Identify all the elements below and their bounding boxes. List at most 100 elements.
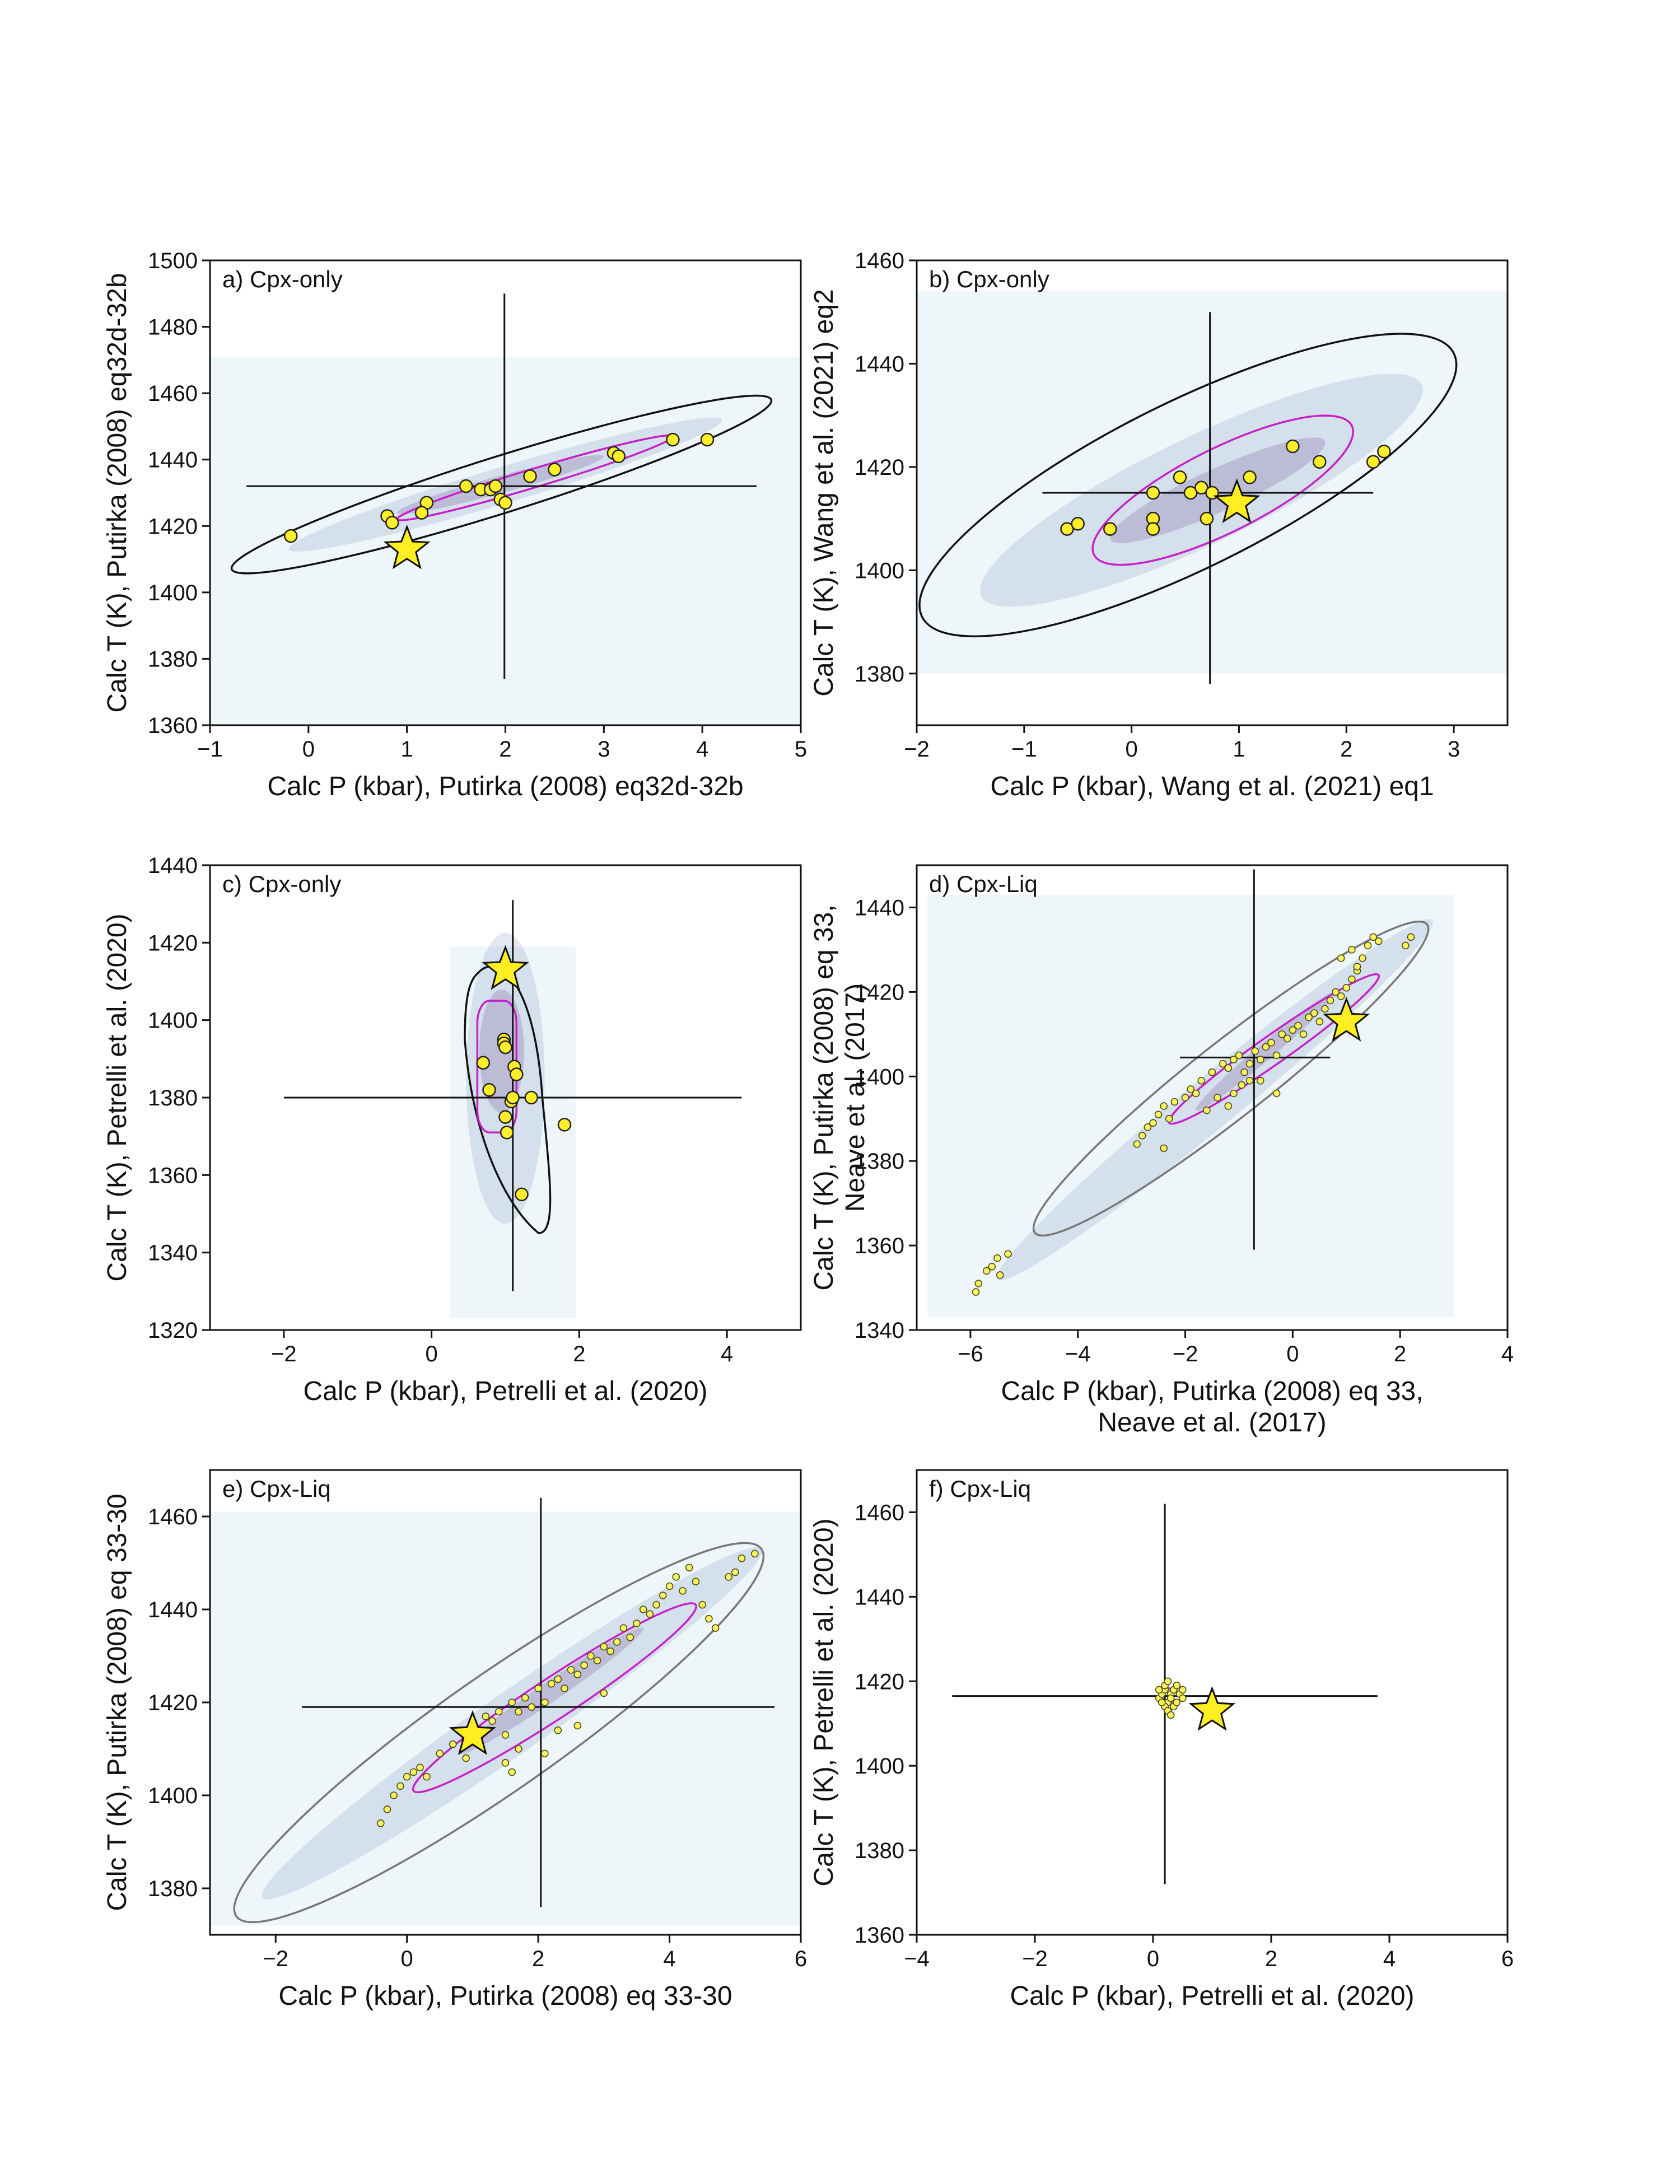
panel-label: d) Cpx-Liq	[929, 871, 1038, 897]
x-axis-label: Calc P (kbar), Wang et al. (2021) eq1	[990, 772, 1434, 801]
y-tick-label: 1440	[148, 1598, 198, 1622]
x-axis-label: Calc P (kbar), Putirka (2008) eq 33,	[1001, 1376, 1423, 1406]
x-tick-label: 2	[573, 1342, 585, 1366]
data-point	[1284, 1034, 1291, 1043]
data-point	[390, 1791, 398, 1799]
data-point	[652, 1600, 660, 1609]
density-core	[1196, 991, 1336, 1111]
plot-area-c	[283, 900, 742, 1319]
data-point	[731, 1568, 739, 1576]
data-point	[1257, 1056, 1264, 1063]
data-point	[1224, 1064, 1233, 1072]
reference-star	[1188, 1686, 1236, 1731]
plot-frame	[916, 864, 1509, 1331]
panel-label: f) Cpx-Liq	[929, 1476, 1031, 1502]
data-point	[666, 432, 680, 447]
data-point	[1348, 946, 1356, 954]
data-point	[1235, 1051, 1243, 1060]
y-tick-label: 1420	[855, 980, 904, 1005]
panel-label: c) Cpx-only	[222, 871, 341, 897]
data-point	[1267, 1039, 1275, 1047]
data-point	[515, 1187, 529, 1202]
data-point	[619, 1624, 628, 1632]
data-point	[1164, 1677, 1172, 1686]
x-tick-label: 0	[426, 1342, 438, 1366]
data-point	[1165, 1114, 1173, 1123]
data-point	[462, 1754, 470, 1762]
data-point	[974, 1280, 983, 1287]
data-point	[1305, 1013, 1313, 1021]
data-point	[982, 1267, 991, 1275]
y-tick-label: 1360	[855, 1923, 904, 1948]
x-tick-label: 0	[1126, 737, 1138, 762]
data-point	[1230, 1056, 1238, 1063]
y-tick-label: 1460	[148, 1505, 198, 1529]
data-point	[1230, 1089, 1238, 1098]
data-point	[534, 1684, 542, 1692]
data-point	[1187, 1085, 1194, 1093]
data-point	[1071, 517, 1085, 531]
y-tick-label: 1400	[148, 1784, 198, 1808]
plot-frame	[916, 259, 1509, 726]
panel-e: −2 0 2 4 6 1380 1400 1420 1440 1460 e) Cpx-Liq Calc…	[102, 1469, 807, 2011]
data-point	[1219, 1060, 1227, 1068]
data-point	[1060, 522, 1074, 536]
data-point	[524, 1090, 538, 1105]
x-tick-label: 0	[1286, 1342, 1299, 1366]
data-point	[1158, 1698, 1166, 1706]
y-tick-label: 1320	[148, 1318, 198, 1343]
data-point	[988, 1263, 996, 1271]
data-point	[385, 516, 399, 530]
data-point	[672, 1573, 680, 1581]
data-point	[540, 1749, 549, 1758]
data-point	[1238, 1081, 1246, 1089]
data-point	[1315, 1018, 1324, 1025]
x-tick-label: 2	[1265, 1947, 1277, 1971]
y-tick-label: 1400	[148, 1009, 198, 1033]
y-tick-label: 1420	[855, 455, 904, 480]
data-point	[613, 1638, 621, 1646]
data-point	[1208, 1068, 1216, 1076]
data-point	[593, 1656, 601, 1665]
data-point	[633, 1620, 641, 1627]
data-point	[488, 479, 503, 493]
data-point	[692, 1578, 700, 1585]
data-point	[1173, 1682, 1180, 1690]
data-point	[1321, 1005, 1329, 1013]
data-point	[606, 1647, 614, 1655]
data-point	[528, 1703, 536, 1711]
data-point	[1289, 1026, 1297, 1034]
data-point	[1245, 1060, 1254, 1068]
y-tick-label: 1360	[855, 1234, 904, 1258]
data-point	[1272, 1051, 1281, 1060]
x-tick-label: −2	[1022, 1947, 1048, 1971]
y-tick-label: 1440	[855, 895, 904, 920]
plot-frame	[916, 1469, 1509, 1936]
y-tick-label: 1400	[148, 581, 198, 605]
inner-contour	[412, 1602, 697, 1794]
data-point	[1262, 1043, 1270, 1051]
x-axis-label: Calc P (kbar), Putirka (2008) eq32d-32b	[267, 772, 743, 801]
data-point	[587, 1652, 595, 1660]
y-axis-label: Calc T (K), Wang et al. (2021) eq2	[809, 289, 839, 696]
data-point	[436, 1749, 444, 1758]
y-tick-label: 1380	[855, 1149, 904, 1174]
data-point	[1369, 933, 1377, 941]
data-point	[1166, 1711, 1175, 1719]
data-point	[573, 1721, 582, 1730]
data-point	[521, 1693, 529, 1702]
x-tick-label: 1	[1233, 737, 1245, 762]
data-point	[1377, 444, 1391, 459]
data-point	[1166, 1694, 1175, 1702]
plot-area-b	[917, 291, 1508, 684]
data-point	[515, 1745, 522, 1753]
y-tick-label: 1400	[855, 1065, 904, 1089]
data-point	[1194, 480, 1208, 495]
data-point	[1332, 988, 1340, 996]
data-point	[482, 1712, 490, 1720]
x-tick-label: 4	[1383, 1947, 1396, 1971]
x-axis-label: Calc P (kbar), Petrelli et al. (2020)	[1010, 1981, 1414, 2011]
y-tick-label: 1420	[855, 1669, 904, 1694]
data-point	[1348, 975, 1356, 983]
